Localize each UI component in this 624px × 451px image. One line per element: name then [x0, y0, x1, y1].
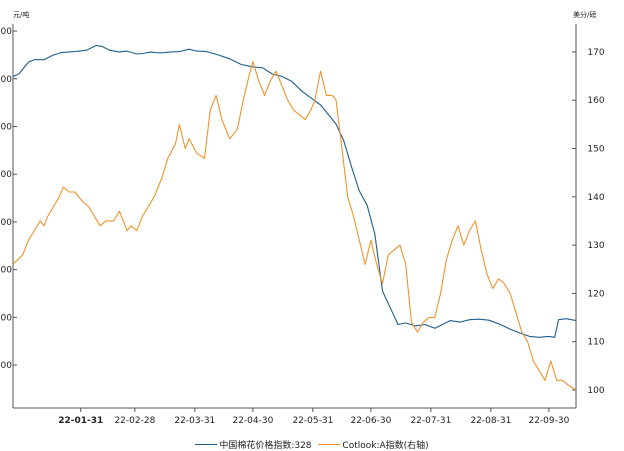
right-tick-label: 120 — [587, 289, 604, 299]
x-tick-label: 22-08-31 — [470, 416, 511, 426]
left-tick-label: 00 — [1, 170, 13, 180]
x-tick-label: 22-05-31 — [292, 416, 333, 426]
legend-label-cotton-index: 中国棉花价格指数:328 — [219, 441, 312, 451]
x-tick-label: 22-02-28 — [114, 416, 155, 426]
legend-label-cotlook-a: Cotlook:A指数(右轴) — [342, 441, 429, 451]
right-tick-label: 110 — [587, 338, 604, 348]
left-tick-label: 00 — [1, 27, 13, 37]
right-tick-label: 160 — [587, 96, 604, 106]
x-tick-label: 22-01-31 — [58, 416, 103, 426]
right-tick-label: 170 — [587, 48, 604, 58]
x-tick-label: 22-06-30 — [350, 416, 391, 426]
x-tick-label: 22-07-31 — [410, 416, 451, 426]
left-tick-label: 00 — [1, 266, 13, 276]
legend-item-cotton-index: 中国棉花价格指数:328 — [195, 438, 312, 451]
right-tick-label: 140 — [587, 193, 604, 203]
left-tick-label: 00 — [1, 218, 13, 228]
left-tick-label: 00 — [1, 75, 13, 85]
axes-layer: 00 00 00 00 00 00 00 00 100 110 120 130 140 150 160 170… — [1, 24, 605, 426]
legend: 中国棉花价格指数:328 Cotlook:A指数(右轴) — [0, 438, 624, 451]
right-axis-unit: 美分/磅 — [573, 10, 596, 19]
right-tick-label: 150 — [587, 145, 604, 155]
left-tick-label: 00 — [1, 123, 13, 133]
legend-swatch-cotlook-a — [318, 444, 341, 445]
left-tick-label: 00 — [1, 313, 13, 323]
legend-swatch-cotton-index — [195, 444, 218, 445]
series-layer — [12, 44, 577, 391]
legend-item-cotlook-a: Cotlook:A指数(右轴) — [318, 438, 429, 451]
series-line-cotton-index — [12, 44, 577, 338]
right-tick-label: 130 — [587, 241, 604, 251]
left-tick-label: 00 — [1, 361, 13, 371]
x-tick-label: 22-03-31 — [174, 416, 215, 426]
right-tick-label: 100 — [587, 386, 604, 396]
left-axis-unit: 元/吨 — [13, 10, 29, 19]
x-tick-label: 22-09-30 — [528, 416, 569, 426]
series-line-cotlook-a — [12, 61, 577, 391]
x-tick-label: 22-04-30 — [232, 416, 273, 426]
